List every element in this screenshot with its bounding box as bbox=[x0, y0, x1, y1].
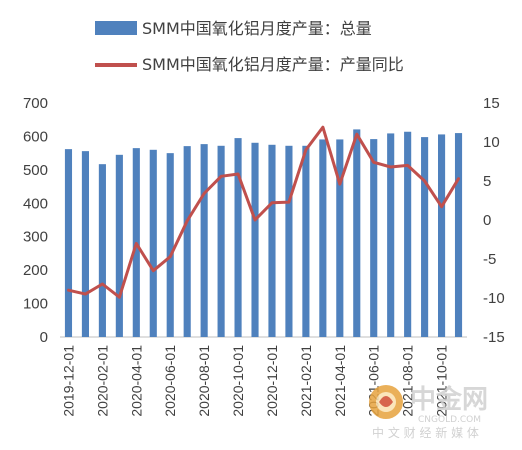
bar bbox=[302, 145, 310, 337]
legend-bar-swatch bbox=[95, 21, 137, 35]
left-y-tick-label: 700 bbox=[23, 95, 48, 112]
x-tick-label: 2020-12-01 bbox=[264, 345, 280, 417]
left-y-tick-label: 200 bbox=[23, 262, 48, 279]
right-y-tick-label: 0 bbox=[483, 212, 491, 229]
bar bbox=[454, 133, 463, 337]
bar bbox=[387, 133, 395, 337]
right-y-axis-ticks: -15 -10 -5 0 5 10 15 bbox=[483, 95, 505, 346]
bar bbox=[404, 131, 412, 337]
bar bbox=[183, 146, 191, 337]
legend: SMM中国氧化铝月度产量：总量 SMM中国氧化铝月度产量：产量同比 bbox=[95, 19, 404, 74]
right-y-tick-label: 10 bbox=[483, 134, 500, 151]
x-tick-label: 2021-04-01 bbox=[332, 345, 348, 417]
watermark-logo-icon bbox=[369, 385, 403, 419]
legend-line-label: SMM中国氧化铝月度产量：产量同比 bbox=[142, 55, 404, 74]
bar bbox=[200, 144, 208, 337]
watermark-domain: CNGOLD.COM bbox=[418, 415, 481, 425]
left-y-tick-label: 300 bbox=[23, 229, 48, 246]
legend-bar-label: SMM中国氧化铝月度产量：总量 bbox=[142, 19, 372, 38]
bar bbox=[251, 142, 259, 337]
bar bbox=[319, 139, 327, 337]
bar bbox=[98, 164, 106, 337]
x-tick-label: 2020-02-01 bbox=[94, 345, 110, 417]
right-y-tick-label: -15 bbox=[483, 329, 505, 346]
left-y-tick-label: 500 bbox=[23, 162, 48, 179]
x-tick-label: 2020-08-01 bbox=[196, 345, 212, 417]
bar bbox=[115, 154, 123, 337]
x-tick-label: 2021-02-01 bbox=[298, 345, 314, 417]
bar bbox=[438, 134, 446, 337]
bar bbox=[149, 149, 157, 337]
right-y-tick-label: 5 bbox=[483, 173, 491, 190]
watermark-slogan: 中 文 财 经 新 媒 体 bbox=[372, 425, 479, 440]
bar bbox=[217, 145, 225, 337]
x-tick-label: 2019-12-01 bbox=[60, 345, 76, 417]
right-y-tick-label: 15 bbox=[483, 95, 500, 112]
yoy-line bbox=[67, 125, 460, 299]
bar bbox=[336, 139, 344, 337]
bar bbox=[421, 137, 429, 337]
x-tick-label: 2021-08-01 bbox=[400, 345, 416, 417]
bar-series bbox=[64, 129, 463, 337]
left-y-tick-label: 100 bbox=[23, 296, 48, 313]
bar bbox=[353, 129, 361, 337]
watermark: 中金网 CNGOLD.COM 中 文 财 经 新 媒 体 bbox=[369, 384, 488, 440]
right-y-tick-label: -5 bbox=[483, 251, 496, 268]
line-series bbox=[67, 125, 460, 299]
x-axis-ticks: 2019-12-01 2020-02-01 2020-04-01 2020-06-01… bbox=[60, 345, 449, 417]
left-y-tick-label: 600 bbox=[23, 128, 48, 145]
bar bbox=[285, 145, 293, 337]
right-y-tick-label: -10 bbox=[483, 290, 505, 307]
bar bbox=[166, 153, 174, 337]
bar bbox=[64, 149, 73, 337]
watermark-brand: 中金网 bbox=[410, 384, 488, 415]
left-y-tick-label: 0 bbox=[40, 329, 48, 346]
x-tick-label: 2020-04-01 bbox=[128, 345, 144, 417]
bar bbox=[81, 151, 89, 337]
bar bbox=[234, 138, 242, 337]
x-tick-label: 2021-10-01 bbox=[434, 345, 450, 417]
left-y-tick-label: 400 bbox=[23, 195, 48, 212]
x-tick-label: 2020-06-01 bbox=[162, 345, 178, 417]
left-y-axis-ticks: 0 100 200 300 400 500 600 700 bbox=[23, 95, 48, 346]
bar bbox=[370, 139, 378, 337]
bar bbox=[268, 144, 276, 337]
x-tick-label: 2020-10-01 bbox=[230, 345, 246, 417]
